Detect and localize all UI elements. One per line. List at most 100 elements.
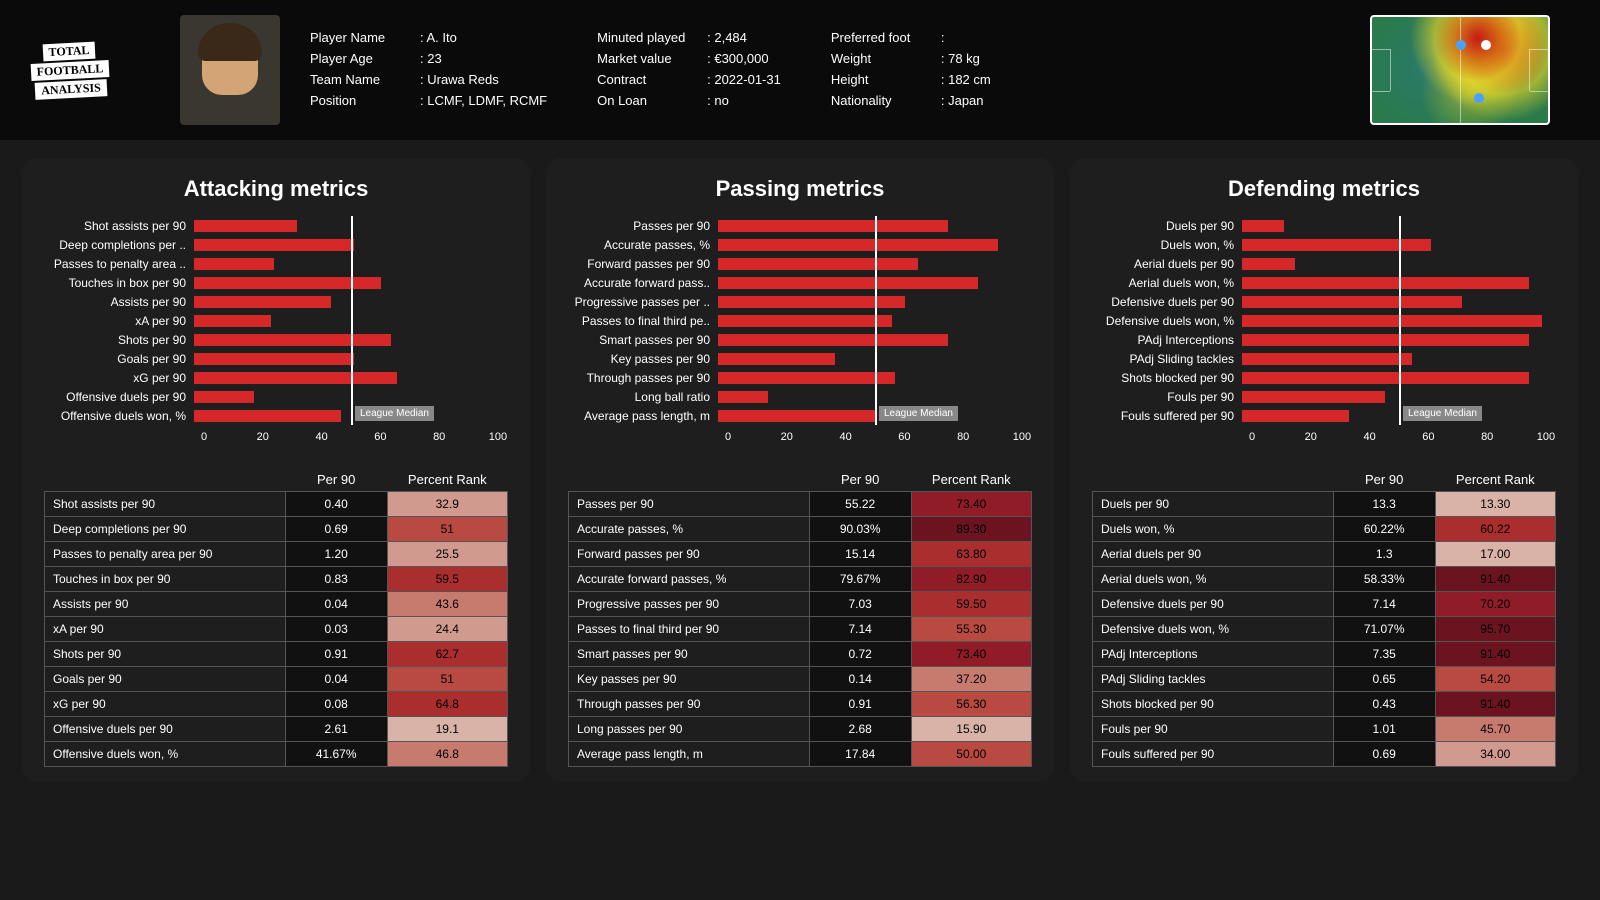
- axis-tick: 100: [1012, 431, 1032, 443]
- chart-axis: 020406080100: [1242, 425, 1556, 443]
- table-row: Passes to penalty area per 901.2025.5: [45, 542, 508, 567]
- chart-label: Offensive duels per 90: [44, 390, 194, 404]
- chart-label: Long ball ratio: [568, 390, 718, 404]
- metric-per90: 79.67%: [809, 567, 911, 592]
- chart-row: Duels won, %: [1092, 235, 1556, 254]
- info-value: : 2,484: [707, 28, 747, 49]
- metric-per90: 13.3: [1333, 492, 1435, 517]
- chart-row: Fouls per 90: [1092, 387, 1556, 406]
- axis-tick: 100: [488, 431, 508, 443]
- bar-chart: Duels per 90Duels won, %Aerial duels per…: [1092, 216, 1556, 456]
- chart-label: xA per 90: [44, 314, 194, 328]
- chart-label: Forward passes per 90: [568, 257, 718, 271]
- metric-rank: 50.00: [911, 742, 1031, 767]
- chart-row: Fouls suffered per 90: [1092, 406, 1556, 425]
- chart-label: Smart passes per 90: [568, 333, 718, 347]
- chart-row: Passes per 90: [568, 216, 1032, 235]
- metric-per90: 0.72: [809, 642, 911, 667]
- table-row: Smart passes per 900.7273.40: [569, 642, 1032, 667]
- info-row: Position: LCMF, LDMF, RCMF: [310, 91, 547, 112]
- brand-line: ANALYSIS: [35, 79, 107, 100]
- chart-bar: [718, 334, 948, 346]
- metrics-panels: Attacking metricsShot assists per 90Deep…: [0, 140, 1600, 799]
- chart-row: Progressive passes per ..: [568, 292, 1032, 311]
- metric-rank: 91.40: [1435, 692, 1555, 717]
- chart-bar: [1242, 296, 1462, 308]
- chart-bar: [718, 277, 978, 289]
- panel-title: Passing metrics: [568, 176, 1032, 202]
- info-row: Team Name: Urawa Reds: [310, 70, 547, 91]
- table-header: [1093, 468, 1334, 492]
- table-row: Offensive duels won, %41.67%46.8: [45, 742, 508, 767]
- panel-title: Defending metrics: [1092, 176, 1556, 202]
- chart-row: Accurate passes, %: [568, 235, 1032, 254]
- chart-row: PAdj Interceptions: [1092, 330, 1556, 349]
- chart-label: Passes to final third pe..: [568, 314, 718, 328]
- metric-rank: 37.20: [911, 667, 1031, 692]
- metric-name: Goals per 90: [45, 667, 286, 692]
- heatmap-dot: [1456, 40, 1466, 50]
- metric-rank: 32.9: [387, 492, 507, 517]
- metric-name: Passes per 90: [569, 492, 810, 517]
- chart-bar: [718, 410, 875, 422]
- metric-rank: 64.8: [387, 692, 507, 717]
- info-row: Contract: 2022-01-31: [597, 70, 781, 91]
- metric-per90: 7.14: [809, 617, 911, 642]
- chart-label: Duels won, %: [1092, 238, 1242, 252]
- table-row: xG per 900.0864.8: [45, 692, 508, 717]
- axis-tick: 0: [194, 431, 214, 443]
- info-label: Height: [831, 70, 941, 91]
- chart-label: Progressive passes per ..: [568, 295, 718, 309]
- player-info: Player Name: A. ItoPlayer Age: 23Team Na…: [310, 28, 1370, 111]
- metric-name: Passes to penalty area per 90: [45, 542, 286, 567]
- chart-row: Deep completions per ..: [44, 235, 508, 254]
- info-value: : 23: [420, 49, 442, 70]
- metric-name: xA per 90: [45, 617, 286, 642]
- chart-bar: [194, 391, 254, 403]
- info-label: Minuted played: [597, 28, 707, 49]
- chart-bar: [718, 220, 948, 232]
- axis-tick: 20: [1301, 431, 1321, 443]
- chart-bar: [1242, 410, 1349, 422]
- metric-name: Progressive passes per 90: [569, 592, 810, 617]
- info-row: Minuted played: 2,484: [597, 28, 781, 49]
- table-row: Deep completions per 900.6951: [45, 517, 508, 542]
- metric-rank: 62.7: [387, 642, 507, 667]
- metric-name: Duels won, %: [1093, 517, 1334, 542]
- chart-row: xA per 90: [44, 311, 508, 330]
- metric-rank: 82.90: [911, 567, 1031, 592]
- metric-rank: 45.70: [1435, 717, 1555, 742]
- info-label: Position: [310, 91, 420, 112]
- info-value: : no: [707, 91, 729, 112]
- metric-rank: 15.90: [911, 717, 1031, 742]
- chart-row: Shots blocked per 90: [1092, 368, 1556, 387]
- chart-label: Offensive duels won, %: [44, 409, 194, 423]
- chart-label: PAdj Sliding tackles: [1092, 352, 1242, 366]
- table-row: Goals per 900.0451: [45, 667, 508, 692]
- chart-bar: [1242, 220, 1284, 232]
- axis-tick: 80: [953, 431, 973, 443]
- axis-tick: 20: [253, 431, 273, 443]
- chart-label: Duels per 90: [1092, 219, 1242, 233]
- chart-axis: 020406080100: [718, 425, 1032, 443]
- table-header: Per 90: [285, 468, 387, 492]
- chart-row: Forward passes per 90: [568, 254, 1032, 273]
- metric-rank: 19.1: [387, 717, 507, 742]
- median-label: League Median: [879, 406, 958, 421]
- info-label: Weight: [831, 49, 941, 70]
- metric-per90: 0.91: [809, 692, 911, 717]
- chart-bar: [194, 296, 331, 308]
- info-col: Minuted played: 2,484Market value: €300,…: [597, 28, 781, 111]
- chart-bar: [718, 391, 768, 403]
- heatmap: [1370, 15, 1550, 125]
- info-value: : 182 cm: [941, 70, 991, 91]
- info-label: Team Name: [310, 70, 420, 91]
- metric-rank: 59.50: [911, 592, 1031, 617]
- median-line: [351, 216, 353, 425]
- table-row: Defensive duels per 907.1470.20: [1093, 592, 1556, 617]
- chart-bar: [718, 372, 895, 384]
- metric-name: Touches in box per 90: [45, 567, 286, 592]
- metric-per90: 41.67%: [285, 742, 387, 767]
- chart-bar: [194, 353, 354, 365]
- metric-name: Defensive duels won, %: [1093, 617, 1334, 642]
